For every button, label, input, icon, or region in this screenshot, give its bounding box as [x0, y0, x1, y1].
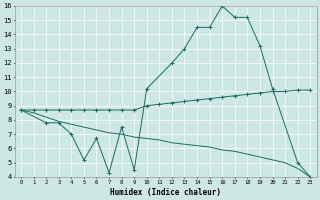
- X-axis label: Humidex (Indice chaleur): Humidex (Indice chaleur): [110, 188, 221, 197]
